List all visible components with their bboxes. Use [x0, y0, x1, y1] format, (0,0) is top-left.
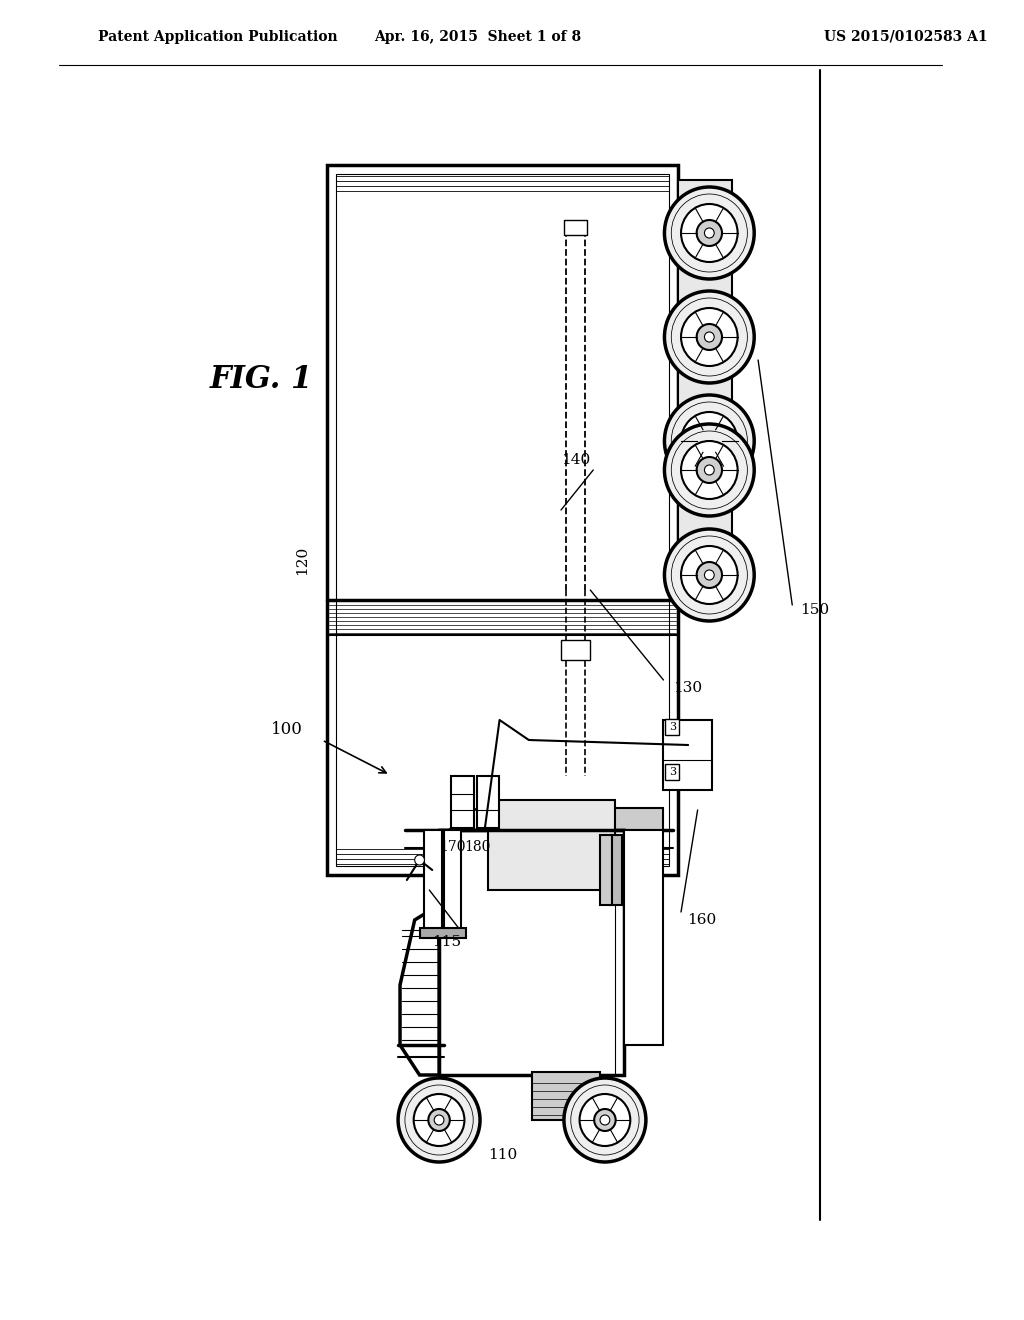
Text: 115: 115	[432, 935, 462, 949]
Circle shape	[681, 546, 737, 605]
Circle shape	[665, 187, 755, 279]
Circle shape	[580, 1094, 631, 1146]
Bar	[600, 836, 611, 906]
Bar	[678, 425, 732, 601]
Circle shape	[681, 412, 737, 470]
Bar	[420, 928, 466, 939]
Bar	[666, 719, 679, 735]
Circle shape	[665, 424, 755, 516]
Circle shape	[415, 855, 424, 865]
Circle shape	[594, 1109, 615, 1131]
Circle shape	[665, 529, 755, 620]
Text: 170: 170	[439, 840, 466, 854]
Bar	[424, 830, 442, 931]
Text: 180: 180	[464, 840, 490, 854]
Text: 3: 3	[669, 767, 676, 777]
Text: Apr. 16, 2015  Sheet 1 of 8: Apr. 16, 2015 Sheet 1 of 8	[375, 30, 582, 44]
Text: 100: 100	[270, 722, 302, 738]
Text: 130: 130	[673, 681, 702, 696]
Circle shape	[681, 308, 737, 366]
Bar	[327, 165, 678, 875]
Bar	[439, 830, 625, 1074]
Bar	[477, 776, 499, 828]
Text: 3: 3	[669, 722, 676, 733]
Circle shape	[705, 436, 714, 446]
Text: FIG. 1: FIG. 1	[210, 364, 313, 396]
Bar	[444, 830, 462, 931]
Bar	[625, 830, 664, 1045]
Bar	[561, 640, 590, 660]
Circle shape	[665, 290, 755, 383]
Circle shape	[696, 428, 722, 454]
Text: 110: 110	[487, 1148, 517, 1162]
Circle shape	[434, 1115, 444, 1125]
Bar	[610, 836, 622, 906]
Bar	[564, 220, 588, 235]
Bar	[664, 719, 713, 789]
Text: 150: 150	[800, 603, 829, 616]
Circle shape	[681, 441, 737, 499]
Text: 120: 120	[296, 545, 309, 574]
Circle shape	[600, 1115, 610, 1125]
Text: 160: 160	[687, 913, 716, 927]
Polygon shape	[400, 906, 439, 1074]
Circle shape	[414, 1094, 465, 1146]
Circle shape	[696, 323, 722, 350]
Circle shape	[681, 205, 737, 261]
Bar	[678, 180, 732, 420]
Text: Patent Application Publication: Patent Application Publication	[97, 30, 337, 44]
Bar	[666, 764, 679, 780]
Circle shape	[398, 1078, 480, 1162]
Circle shape	[705, 228, 714, 238]
Circle shape	[564, 1078, 646, 1162]
Bar	[336, 174, 670, 866]
Circle shape	[665, 395, 755, 487]
Circle shape	[705, 570, 714, 579]
Circle shape	[705, 465, 714, 475]
Circle shape	[696, 562, 722, 587]
Bar	[566, 808, 664, 830]
Bar	[531, 1072, 600, 1119]
Text: 140: 140	[561, 453, 590, 467]
Circle shape	[696, 457, 722, 483]
Circle shape	[428, 1109, 450, 1131]
Circle shape	[705, 333, 714, 342]
Circle shape	[696, 220, 722, 246]
Text: US 2015/0102583 A1: US 2015/0102583 A1	[824, 30, 988, 44]
Bar	[487, 800, 614, 890]
Bar	[451, 776, 474, 828]
